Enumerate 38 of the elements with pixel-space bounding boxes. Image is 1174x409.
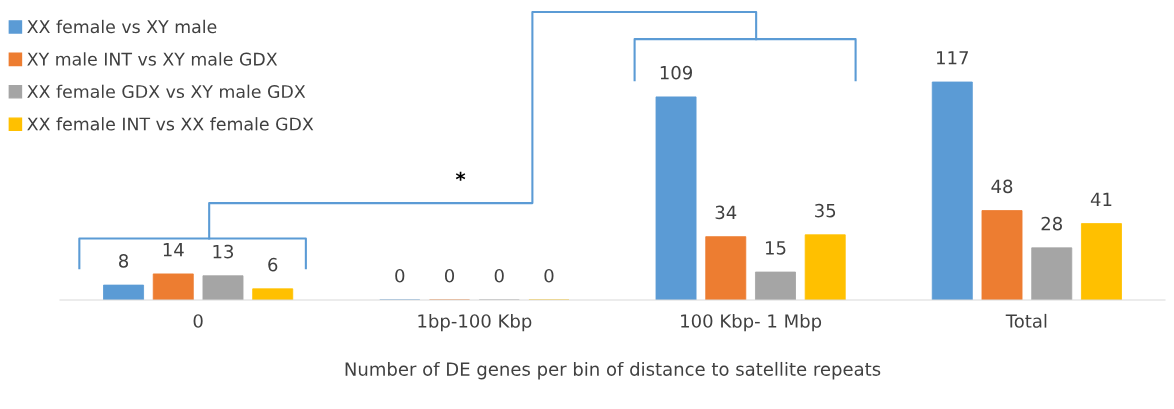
- legend-label: XY male INT vs XY male GDX: [27, 52, 278, 66]
- data-label: 41: [1090, 192, 1112, 206]
- legend-label: XX female GDX vs XY male GDX: [27, 84, 306, 99]
- data-label: 0: [395, 268, 405, 283]
- bar: [804, 234, 846, 300]
- bar: [1031, 247, 1073, 300]
- legend-label: XX female vs XY male: [27, 19, 217, 34]
- annotation: *: [455, 171, 466, 181]
- data-label: 28: [1041, 216, 1062, 231]
- data-label: 8: [119, 254, 129, 268]
- data-label: 0: [494, 268, 504, 283]
- data-label: 35: [815, 203, 836, 218]
- bar: [103, 284, 144, 300]
- bar: [1081, 223, 1122, 300]
- legend-label: XX female INT vs XX female GDX: [27, 117, 314, 131]
- data-label: 15: [765, 241, 786, 255]
- data-label: 34: [715, 205, 737, 220]
- bar: [931, 81, 973, 300]
- bar: [152, 273, 194, 300]
- bar: [981, 210, 1023, 300]
- x-tick-label: 0: [193, 314, 203, 328]
- data-label: 48: [991, 179, 1013, 194]
- data-label: 14: [163, 243, 184, 257]
- data-label: 0: [544, 268, 554, 283]
- x-tick-label: Total: [1005, 313, 1047, 328]
- data-label: 117: [937, 51, 968, 65]
- x-tick-label: 1bp-100 Kbp: [418, 313, 532, 332]
- bar: [202, 275, 244, 300]
- data-label: 109: [660, 65, 692, 80]
- data-label: 13: [213, 244, 234, 259]
- data-label: 0: [444, 268, 455, 283]
- bar: [705, 236, 747, 300]
- bar: [655, 96, 697, 300]
- x-axis-title: Number of DE genes per bin of distance to satellite repeats: [345, 361, 881, 380]
- data-label: 6: [268, 257, 278, 272]
- bar: [755, 271, 796, 300]
- x-tick-label: 100 Kbp- 1 Mbp: [681, 313, 822, 332]
- bar: [252, 288, 294, 300]
